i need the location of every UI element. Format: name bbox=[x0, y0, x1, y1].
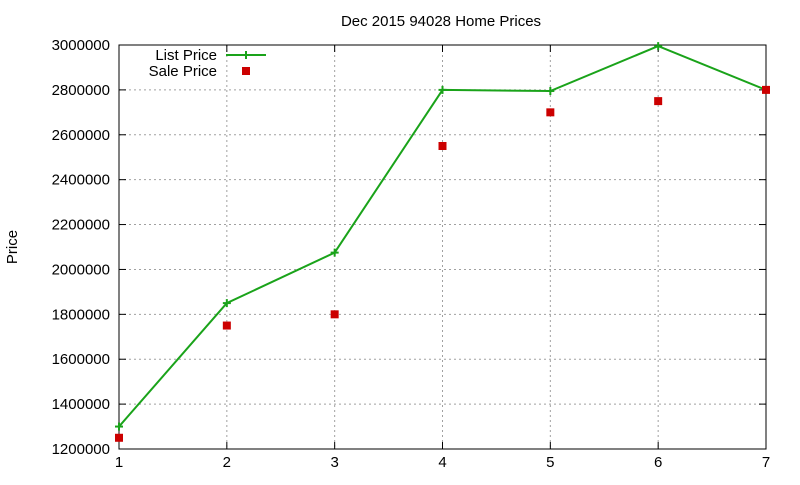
legend-marker bbox=[242, 67, 250, 75]
x-tick-label: 1 bbox=[115, 454, 123, 471]
legend-label: Sale Price bbox=[149, 63, 217, 80]
y-tick-label: 1200000 bbox=[52, 441, 110, 458]
tick-layer: 1 2 3 4 5 6 7 1200000 1400000 1600000 1800000 20000… bbox=[52, 37, 771, 471]
list-price-point bbox=[438, 85, 447, 94]
y-tick-label: 1600000 bbox=[52, 351, 110, 368]
list-price-point bbox=[222, 299, 231, 308]
grid-layer bbox=[119, 45, 766, 449]
list-price-point bbox=[654, 42, 663, 51]
series-sale-price bbox=[115, 85, 770, 442]
sale-price-point bbox=[438, 142, 447, 150]
list-price-point bbox=[115, 422, 123, 431]
sale-price-point bbox=[762, 85, 770, 94]
series-list-price bbox=[115, 42, 770, 431]
x-tick-label: 5 bbox=[546, 454, 554, 471]
y-tick-label: 3000000 bbox=[52, 37, 110, 54]
y-tick-label: 2000000 bbox=[52, 261, 110, 278]
y-tick-label: 2800000 bbox=[52, 82, 110, 99]
y-tick-label: 1400000 bbox=[52, 396, 110, 413]
x-tick-label: 4 bbox=[438, 454, 446, 471]
sale-price-point bbox=[115, 433, 123, 442]
legend-item-list-price: List Price bbox=[155, 47, 266, 64]
y-tick-label: 2600000 bbox=[52, 127, 110, 144]
legend-marker bbox=[242, 51, 250, 59]
list-price-point bbox=[546, 87, 555, 96]
x-tick-label: 6 bbox=[654, 454, 662, 471]
sale-price-point bbox=[222, 321, 231, 330]
y-axis-label: Price bbox=[4, 230, 21, 264]
y-tick-label: 2200000 bbox=[52, 217, 110, 234]
sale-price-point bbox=[654, 97, 663, 106]
y-tick-label: 1800000 bbox=[52, 306, 110, 323]
legend-label: List Price bbox=[155, 47, 217, 64]
sale-price-point bbox=[546, 108, 555, 117]
sale-price-point bbox=[330, 310, 339, 319]
chart-title: Dec 2015 94028 Home Prices bbox=[341, 13, 541, 30]
x-tick-label: 2 bbox=[223, 454, 231, 471]
list-price-point bbox=[330, 248, 339, 257]
series-layer bbox=[115, 42, 770, 442]
x-tick-label: 3 bbox=[330, 454, 338, 471]
x-tick-label: 7 bbox=[762, 454, 770, 471]
y-tick-label: 2400000 bbox=[52, 172, 110, 189]
legend-item-sale-price: Sale Price bbox=[149, 63, 250, 80]
